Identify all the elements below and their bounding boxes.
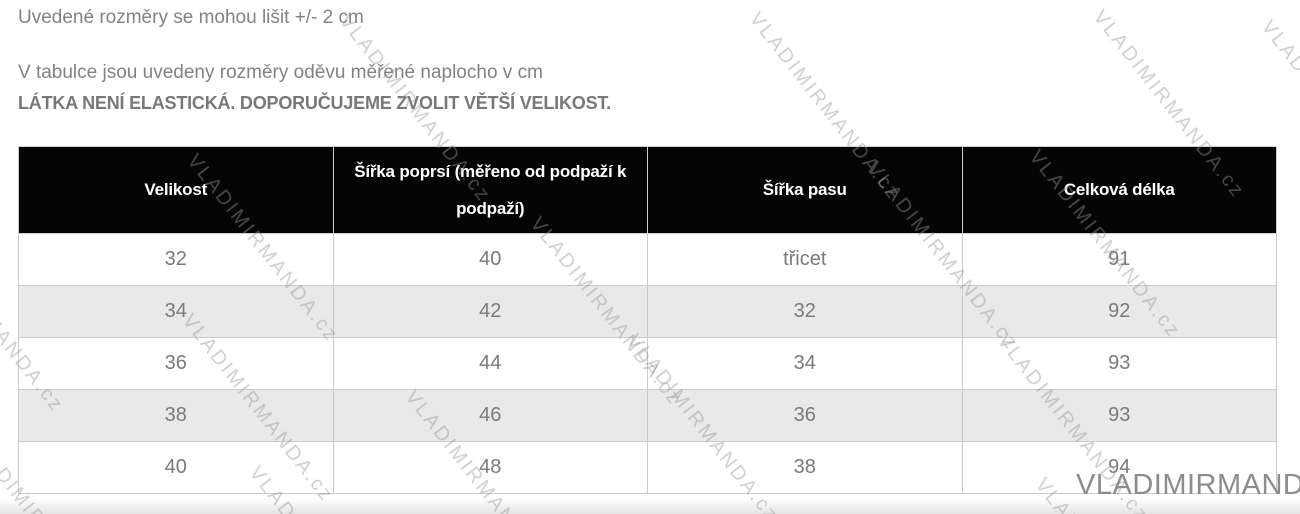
size-table-header-row: Velikost Šířka poprsí (měřeno od podpaží … xyxy=(18,146,1277,234)
table-cell: 93 xyxy=(961,389,1277,442)
note-size-tolerance: Uvedené rozměry se mohou lišit +/- 2 cm xyxy=(18,7,364,28)
table-cell: 92 xyxy=(961,285,1277,338)
table-cell: 36 xyxy=(647,389,963,442)
table-cell: 42 xyxy=(332,285,648,338)
column-header-3: Celková délka xyxy=(961,146,1277,234)
table-cell: 34 xyxy=(18,285,334,338)
note-measured-flat: V tabulce jsou uvedeny rozměry oděvu měř… xyxy=(18,62,543,83)
table-row: 40 48 38 94 xyxy=(18,441,1277,494)
table-cell: 44 xyxy=(332,337,648,390)
column-header-1: Šířka poprsí (měřeno od podpaží k podpaž… xyxy=(332,146,648,234)
table-cell: 38 xyxy=(18,389,334,442)
column-header-0: Velikost xyxy=(18,146,334,234)
table-row: 32 40 třicet 91 xyxy=(18,233,1277,286)
table-cell: 48 xyxy=(332,441,648,494)
brand-logo: VLADIMIRMANDA.cz xyxy=(1076,469,1300,502)
table-row: 36 44 34 93 xyxy=(18,337,1277,390)
table-cell: 93 xyxy=(961,337,1277,390)
size-table: Velikost Šířka poprsí (měřeno od podpaží … xyxy=(18,146,1277,494)
table-cell: 40 xyxy=(18,441,334,494)
table-cell: 36 xyxy=(18,337,334,390)
table-cell: 38 xyxy=(647,441,963,494)
table-cell: 32 xyxy=(18,233,334,286)
size-table-head: Velikost Šířka poprsí (měřeno od podpaží … xyxy=(18,146,1277,234)
table-cell: 32 xyxy=(647,285,963,338)
size-table-body: 32 40 třicet 91 34 42 32 92 36 44 34 93 38 46 36 93 40 48… xyxy=(18,233,1277,494)
table-cell: třicet xyxy=(647,233,963,286)
table-row: 34 42 32 92 xyxy=(18,285,1277,338)
table-cell: 94 xyxy=(961,441,1277,494)
table-cell: 40 xyxy=(332,233,648,286)
brand-logo-name: VLADIMIRMANDA xyxy=(1076,469,1300,501)
table-row: 38 46 36 93 xyxy=(18,389,1277,442)
table-cell: 46 xyxy=(332,389,648,442)
table-cell: 34 xyxy=(647,337,963,390)
column-header-2: Šířka pasu xyxy=(647,146,963,234)
note-fabric-warning: LÁTKA NENÍ ELASTICKÁ. DOPORUČUJEME ZVOLI… xyxy=(18,93,611,113)
table-cell: 91 xyxy=(961,233,1277,286)
